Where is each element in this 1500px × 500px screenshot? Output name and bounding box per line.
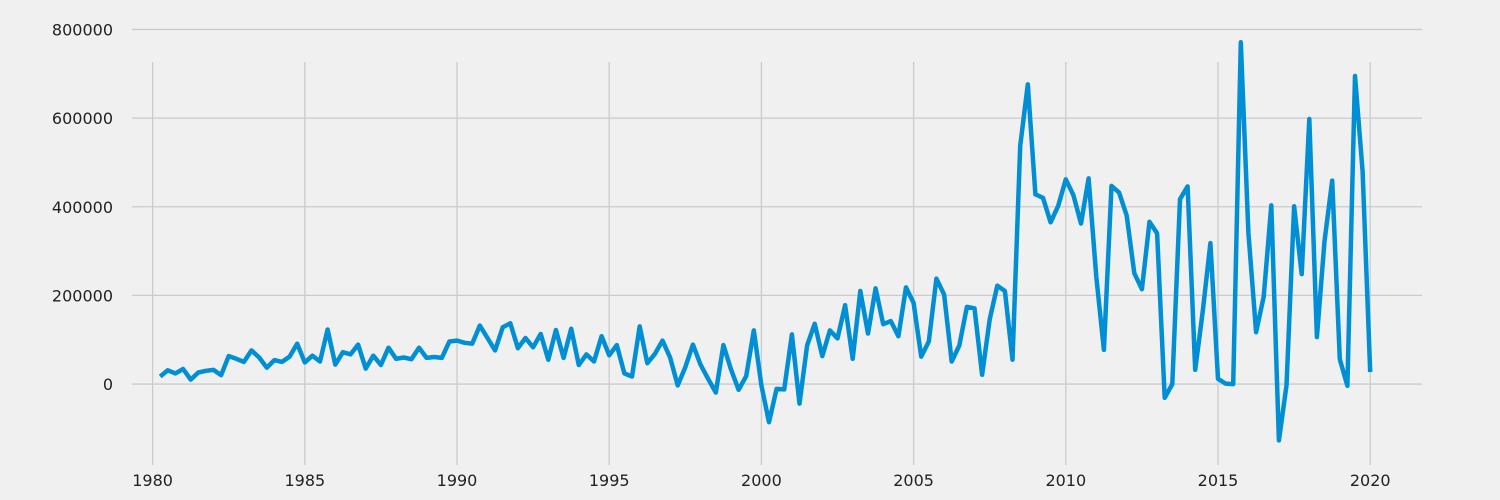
series-layer xyxy=(158,40,1373,443)
y-tick-label: 800000 xyxy=(52,20,113,39)
y-axis-ticks: 0 200000 400000 600000 800000 xyxy=(52,20,113,394)
x-tick-label: 1990 xyxy=(437,471,478,490)
x-tick-label: 1980 xyxy=(132,471,173,490)
x-tick-label: 2000 xyxy=(741,471,782,490)
x-tick-label: 1985 xyxy=(284,471,325,490)
y-tick-label: 600000 xyxy=(52,109,113,128)
series-line-0 xyxy=(158,40,1373,443)
x-tick-label: 2005 xyxy=(893,471,934,490)
x-tick-label: 2010 xyxy=(1045,471,1086,490)
y-tick-label: 400000 xyxy=(52,198,113,217)
grid-lines xyxy=(132,28,1422,465)
x-tick-label: 1995 xyxy=(589,471,630,490)
x-tick-label: 2020 xyxy=(1350,471,1391,490)
y-tick-label: 0 xyxy=(103,375,113,394)
y-tick-label: 200000 xyxy=(52,286,113,305)
x-axis-ticks: 1980 1985 1990 1995 2000 2005 2010 2015 2020 xyxy=(132,471,1390,490)
x-tick-label: 2015 xyxy=(1198,471,1239,490)
